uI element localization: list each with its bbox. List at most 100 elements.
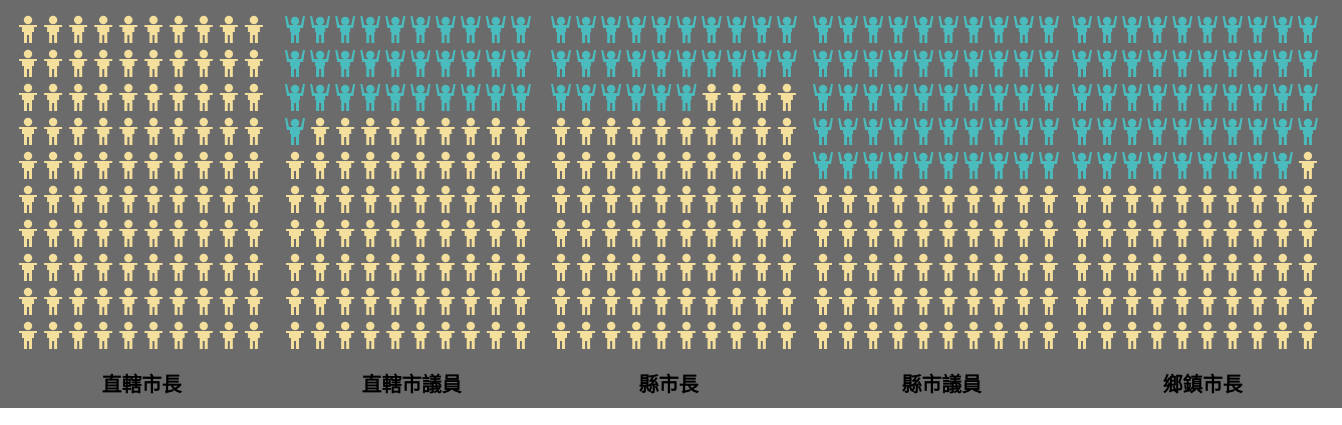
person-icon bbox=[727, 321, 746, 349]
person-icon bbox=[914, 185, 933, 213]
person-icon-highlighted bbox=[863, 84, 884, 111]
person-icon-highlighted bbox=[813, 84, 833, 111]
person-icon bbox=[552, 219, 570, 247]
person-icon-highlighted bbox=[838, 50, 859, 77]
person-icon bbox=[889, 185, 908, 213]
person-icon-highlighted bbox=[1122, 118, 1143, 145]
person-icon bbox=[219, 83, 238, 111]
person-icon bbox=[677, 219, 696, 247]
person-icon bbox=[244, 151, 263, 179]
person-icon bbox=[119, 49, 138, 77]
person-icon bbox=[219, 49, 238, 77]
panel-township-mayor: 鄉鎮市長 bbox=[1072, 16, 1318, 396]
person-icon bbox=[44, 15, 63, 44]
person-icon-highlighted bbox=[626, 84, 647, 111]
panel-councilor-county: 縣市議員 bbox=[813, 16, 1059, 396]
person-icon bbox=[864, 321, 883, 349]
person-icon-highlighted bbox=[435, 16, 456, 43]
person-icon bbox=[1198, 185, 1217, 213]
person-icon-highlighted bbox=[510, 50, 531, 77]
person-icon bbox=[1298, 287, 1317, 315]
person-icon bbox=[169, 219, 188, 247]
person-icon bbox=[244, 49, 263, 77]
person-icon bbox=[839, 321, 858, 349]
person-icon bbox=[94, 151, 113, 179]
person-icon-highlighted bbox=[1172, 118, 1193, 145]
person-icon bbox=[119, 15, 138, 44]
person-icon bbox=[461, 321, 480, 349]
person-icon-highlighted bbox=[751, 16, 772, 43]
person-icon-highlighted bbox=[1172, 84, 1193, 111]
person-icon bbox=[286, 151, 304, 179]
person-icon bbox=[1039, 185, 1058, 213]
person-icon-highlighted bbox=[460, 50, 481, 77]
person-icon bbox=[69, 185, 88, 213]
person-icon bbox=[652, 219, 671, 247]
person-icon-highlighted bbox=[863, 50, 884, 77]
person-icon bbox=[311, 219, 330, 247]
person-icon bbox=[194, 83, 213, 111]
person-icon bbox=[94, 185, 113, 213]
person-icon bbox=[602, 253, 621, 281]
person-icon-highlighted bbox=[1038, 84, 1059, 111]
person-icon bbox=[889, 321, 908, 349]
person-icon bbox=[727, 253, 746, 281]
person-icon-highlighted bbox=[1147, 118, 1168, 145]
person-icon bbox=[627, 321, 646, 349]
person-icon-highlighted bbox=[285, 16, 305, 43]
person-icon bbox=[219, 219, 238, 247]
person-icon-highlighted bbox=[1172, 152, 1193, 179]
person-icon bbox=[336, 117, 355, 145]
person-icon-highlighted bbox=[310, 50, 331, 77]
person-icon-highlighted bbox=[360, 50, 381, 77]
person-icon bbox=[727, 219, 746, 247]
person-icon bbox=[44, 185, 63, 213]
person-icon bbox=[169, 253, 188, 281]
person-icon bbox=[839, 287, 858, 315]
person-icon bbox=[677, 151, 696, 179]
person-icon bbox=[727, 117, 746, 145]
person-icon bbox=[577, 151, 596, 179]
person-icon bbox=[577, 321, 596, 349]
person-icon bbox=[752, 321, 771, 349]
person-icon bbox=[511, 253, 530, 281]
person-icon-highlighted bbox=[838, 16, 859, 43]
person-icon bbox=[194, 117, 213, 145]
person-icon-highlighted bbox=[1147, 84, 1168, 111]
person-icon bbox=[94, 15, 113, 44]
person-icon-highlighted bbox=[310, 84, 331, 111]
person-icon-highlighted bbox=[913, 50, 934, 77]
person-icon bbox=[144, 15, 163, 44]
person-icon-highlighted bbox=[888, 84, 909, 111]
panel-label: 直轄市長 bbox=[102, 372, 183, 396]
person-icon-highlighted bbox=[285, 50, 305, 77]
person-icon bbox=[19, 15, 37, 44]
person-icon bbox=[1248, 185, 1267, 213]
person-icon-highlighted bbox=[651, 50, 672, 77]
person-icon-highlighted bbox=[813, 118, 833, 145]
person-icon bbox=[386, 151, 405, 179]
person-icon bbox=[461, 253, 480, 281]
person-icon bbox=[777, 219, 796, 247]
person-icon-highlighted bbox=[938, 118, 959, 145]
person-icon bbox=[602, 321, 621, 349]
person-icon-highlighted bbox=[963, 84, 984, 111]
person-icon-highlighted bbox=[913, 16, 934, 43]
person-icon bbox=[552, 253, 570, 281]
person-icon bbox=[511, 219, 530, 247]
person-icon bbox=[752, 151, 771, 179]
person-icon bbox=[552, 151, 570, 179]
person-icon bbox=[1073, 253, 1091, 281]
person-icon bbox=[814, 253, 832, 281]
person-icon bbox=[511, 287, 530, 315]
person-icon bbox=[1223, 185, 1242, 213]
person-icon bbox=[552, 117, 570, 145]
person-icon bbox=[677, 321, 696, 349]
person-icon bbox=[286, 185, 304, 213]
person-icon bbox=[627, 253, 646, 281]
person-icon bbox=[244, 117, 263, 145]
person-icon-highlighted bbox=[360, 16, 381, 43]
person-icon-highlighted bbox=[1038, 50, 1059, 77]
person-icon bbox=[777, 83, 796, 111]
person-icon bbox=[602, 287, 621, 315]
